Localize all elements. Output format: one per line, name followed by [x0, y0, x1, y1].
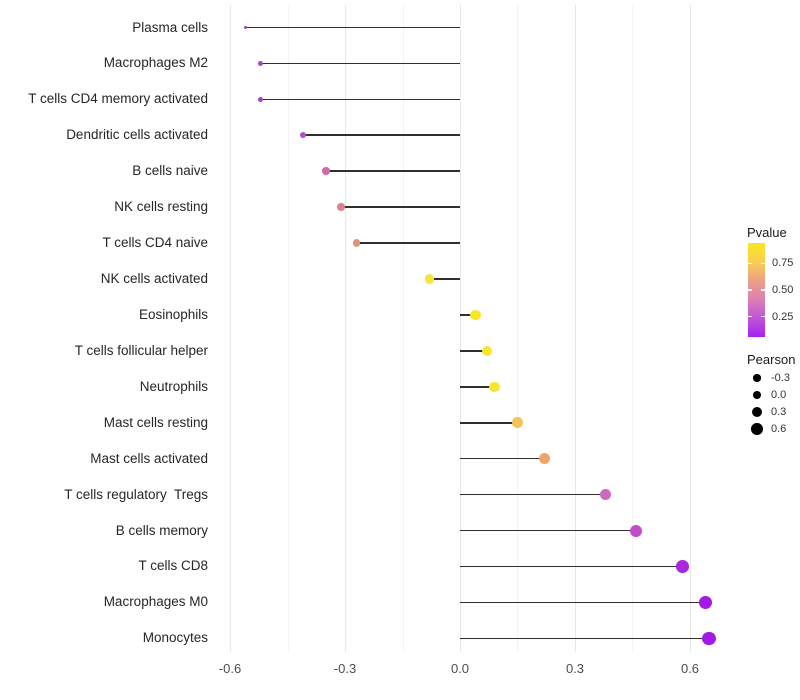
x-tick-label: 0.3 — [565, 661, 585, 676]
lollipop-dot — [676, 560, 689, 573]
category-label: NK cells activated — [100, 271, 208, 286]
category-label: Neutrophils — [139, 378, 208, 394]
gridline-major — [689, 5, 691, 652]
category-label: Dendritic cells activated — [66, 127, 208, 143]
x-tick-label: 0.6 — [680, 661, 700, 676]
gridline-major — [345, 5, 346, 652]
colorbar-tick-label: 0.75 — [772, 257, 794, 270]
size-legend-dot — [751, 423, 763, 435]
gridline-major — [230, 5, 231, 652]
lollipop-stem — [260, 98, 460, 101]
lollipop-dot — [698, 595, 712, 609]
pvalue-colorbar — [748, 243, 765, 337]
colorbar-tick — [761, 315, 765, 318]
pearson-legend-title: Pearson — [747, 352, 796, 367]
lollipop-stem — [260, 62, 460, 65]
lollipop-dot — [299, 132, 306, 139]
lollipop-stem — [245, 26, 460, 29]
lollipop-stem — [460, 350, 487, 352]
gridline-minor — [287, 5, 289, 652]
gridline-minor — [632, 5, 634, 652]
gridline-minor — [517, 5, 519, 652]
category-label: B cells memory — [115, 522, 208, 538]
category-label: Macrophages M2 — [103, 55, 208, 71]
lollipop-stem — [302, 134, 460, 137]
colorbar-tick-label: 0.50 — [772, 284, 794, 296]
lollipop-dot — [322, 167, 330, 175]
colorbar-tick — [761, 289, 765, 291]
x-tick-label: 0.0 — [450, 661, 470, 676]
lollipop-stem — [325, 170, 460, 172]
lollipop-stem — [460, 386, 495, 388]
lollipop-dot — [424, 274, 435, 284]
category-label: T cells follicular helper — [74, 342, 208, 358]
lollipop-dot — [352, 239, 361, 247]
size-legend-dot — [753, 374, 761, 382]
size-legend-dot — [752, 407, 762, 417]
lollipop-dot — [489, 381, 500, 393]
gridline-major — [460, 5, 461, 652]
size-legend-label: -0.3 — [771, 372, 790, 384]
lollipop-dot — [337, 203, 345, 211]
x-tick-label: -0.3 — [333, 661, 357, 676]
lollipop-stem — [460, 457, 545, 460]
lollipop-dot — [599, 488, 612, 501]
category-label: NK cells resting — [114, 199, 208, 215]
x-tick-label: -0.6 — [218, 661, 242, 676]
lollipop-dot — [630, 524, 643, 537]
category-label: Mast cells activated — [90, 450, 208, 466]
size-legend-label: 0.0 — [771, 389, 787, 401]
lollipop-stem — [460, 601, 706, 604]
lollipop-stem — [460, 529, 637, 532]
lollipop-dot — [481, 345, 493, 357]
lollipop-dot — [243, 25, 248, 30]
lollipop-stem — [460, 314, 476, 316]
lollipop-stem — [341, 206, 460, 208]
category-label: T cells CD8 — [138, 558, 208, 574]
lollipop-stem — [460, 493, 606, 496]
lollipop-dot — [512, 417, 523, 428]
category-label: Plasma cells — [132, 19, 208, 35]
lollipop-dot — [470, 309, 481, 321]
lollipop-stem — [460, 637, 710, 640]
colorbar-tick — [748, 289, 752, 291]
lollipop-stem — [460, 421, 518, 424]
colorbar-tick — [748, 315, 752, 318]
lollipop-dot — [258, 96, 264, 102]
category-label: Macrophages M0 — [103, 594, 208, 610]
colorbar-tick — [748, 262, 752, 265]
category-label: B cells naive — [132, 163, 208, 179]
gridline-major — [574, 5, 576, 652]
category-label: T cells CD4 memory activated — [28, 91, 208, 107]
lollipop-dot — [538, 453, 550, 465]
lollipop-stem — [429, 278, 460, 280]
lollipop-dot — [702, 631, 716, 646]
size-legend-label: 0.6 — [771, 423, 787, 435]
category-label: Mast cells resting — [103, 414, 208, 430]
size-legend-dot — [752, 390, 762, 400]
pvalue-legend-title: Pvalue — [747, 225, 787, 240]
lollipop-stem — [460, 565, 683, 568]
colorbar-tick — [761, 262, 765, 265]
lollipop-dot — [258, 60, 264, 66]
lollipop-stem — [356, 242, 460, 244]
category-label: Monocytes — [142, 630, 208, 646]
category-label: Eosinophils — [138, 306, 208, 322]
size-legend-label: 0.3 — [771, 406, 787, 418]
colorbar-tick-label: 0.25 — [772, 310, 794, 323]
category-label: T cells regulatory Tregs — [64, 486, 208, 502]
category-label: T cells CD4 naive — [102, 235, 208, 251]
gridline-minor — [402, 5, 404, 652]
